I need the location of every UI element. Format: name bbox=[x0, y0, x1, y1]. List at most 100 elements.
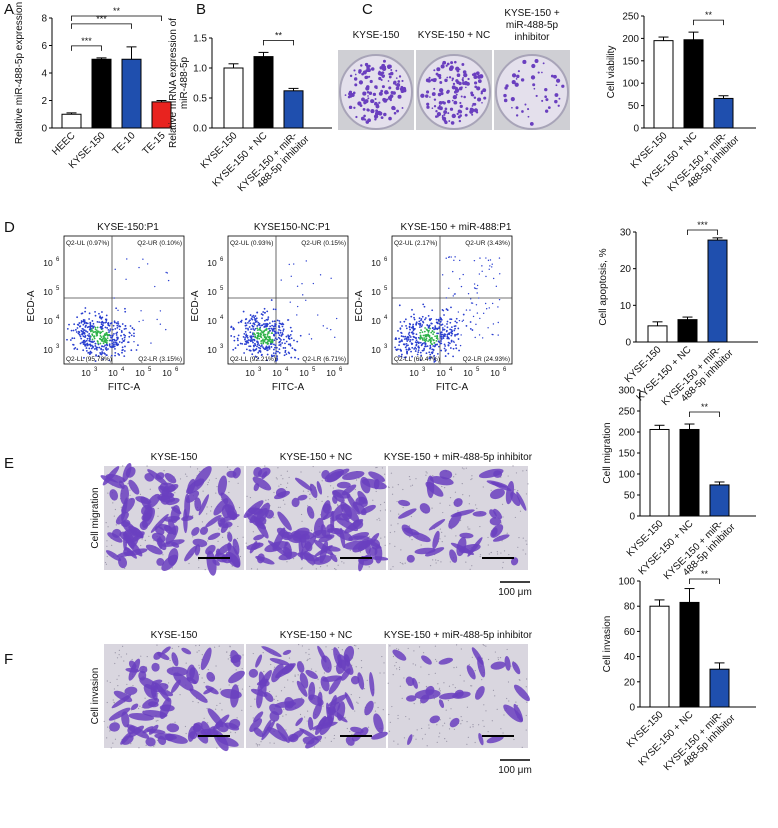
event-dot bbox=[276, 357, 279, 360]
event-dot bbox=[287, 319, 290, 321]
pore bbox=[379, 672, 381, 674]
stained-cell bbox=[322, 503, 332, 514]
pore bbox=[319, 740, 321, 742]
pore bbox=[428, 724, 430, 726]
event-dot bbox=[83, 356, 85, 359]
stained-cell bbox=[274, 701, 297, 708]
pore bbox=[360, 659, 363, 662]
pore bbox=[415, 478, 417, 480]
bar bbox=[91, 58, 112, 129]
pore bbox=[402, 563, 404, 565]
colony bbox=[375, 86, 378, 90]
pore bbox=[448, 728, 451, 730]
event-dot bbox=[409, 340, 411, 343]
event-dot bbox=[407, 338, 410, 341]
event-dot bbox=[244, 330, 247, 333]
event-dot bbox=[441, 327, 444, 329]
event-dot bbox=[105, 331, 108, 334]
event-dot bbox=[88, 340, 91, 342]
pore bbox=[399, 685, 401, 687]
event-dot bbox=[405, 327, 408, 330]
colony bbox=[440, 64, 445, 69]
event-dot bbox=[411, 346, 414, 349]
event-dot bbox=[268, 330, 270, 333]
event-dot bbox=[442, 310, 445, 312]
pore bbox=[468, 495, 471, 497]
event-dot bbox=[84, 326, 87, 328]
pore bbox=[470, 478, 472, 481]
pore bbox=[389, 645, 391, 647]
event-dot bbox=[94, 330, 97, 333]
event-dot bbox=[271, 341, 274, 344]
event-dot bbox=[293, 263, 295, 265]
event-dot bbox=[400, 355, 403, 358]
event-dot bbox=[282, 328, 285, 331]
event-dot bbox=[447, 256, 450, 259]
colony bbox=[365, 86, 370, 91]
pore bbox=[409, 536, 411, 538]
event-dot bbox=[398, 304, 401, 307]
pore bbox=[487, 544, 489, 546]
stained-cell bbox=[265, 509, 274, 519]
stained-cell bbox=[459, 532, 474, 539]
event-dot bbox=[447, 344, 450, 347]
colony bbox=[390, 91, 394, 95]
event-dot bbox=[254, 336, 257, 339]
pore bbox=[412, 663, 414, 665]
stained-cell bbox=[148, 724, 159, 735]
stained-cell bbox=[397, 499, 411, 507]
pore bbox=[500, 728, 502, 730]
pore bbox=[494, 651, 496, 653]
pore bbox=[343, 562, 345, 564]
event-dot bbox=[264, 323, 267, 325]
event-dot bbox=[103, 352, 105, 354]
pore bbox=[441, 531, 443, 533]
pore bbox=[381, 655, 383, 658]
event-dot bbox=[426, 345, 429, 348]
event-dot bbox=[269, 338, 272, 341]
event-dot bbox=[101, 351, 104, 353]
stained-cell bbox=[313, 517, 324, 536]
pore bbox=[216, 704, 218, 707]
significance-bracket bbox=[71, 45, 102, 51]
pore bbox=[144, 697, 146, 699]
event-dot bbox=[484, 302, 487, 305]
pore bbox=[201, 654, 203, 656]
event-dot bbox=[439, 320, 442, 323]
event-dot bbox=[159, 323, 162, 325]
stained-cell bbox=[503, 704, 523, 723]
colony bbox=[432, 78, 437, 83]
event-dot bbox=[142, 319, 144, 321]
event-dot bbox=[417, 342, 420, 345]
pore bbox=[310, 668, 313, 670]
pore bbox=[409, 478, 411, 481]
pore bbox=[469, 568, 471, 570]
stained-cell bbox=[510, 491, 521, 507]
quadrant-label-ur: Q2-UR (3.43%) bbox=[465, 240, 510, 247]
stained-cell bbox=[166, 666, 188, 677]
stained-cell bbox=[119, 531, 134, 542]
event-dot bbox=[482, 312, 485, 315]
event-dot bbox=[251, 353, 254, 356]
pore bbox=[297, 674, 299, 676]
event-dot bbox=[268, 347, 271, 350]
event-dot bbox=[252, 322, 255, 325]
event-dot bbox=[420, 318, 423, 320]
event-dot bbox=[417, 336, 420, 339]
colony bbox=[360, 64, 363, 67]
pore bbox=[502, 732, 504, 734]
flow-x-label: FITC-A bbox=[108, 382, 141, 393]
pore bbox=[273, 666, 276, 668]
event-dot bbox=[432, 345, 435, 347]
event-dot bbox=[249, 345, 252, 348]
event-dot bbox=[121, 346, 124, 349]
stained-cell bbox=[512, 661, 521, 675]
colony-label: KYSE-150 + NC bbox=[418, 30, 491, 41]
colony bbox=[530, 75, 536, 80]
colony bbox=[441, 114, 444, 117]
pore bbox=[483, 644, 485, 647]
pore bbox=[301, 520, 303, 522]
pore bbox=[124, 567, 126, 569]
event-dot bbox=[105, 314, 108, 317]
